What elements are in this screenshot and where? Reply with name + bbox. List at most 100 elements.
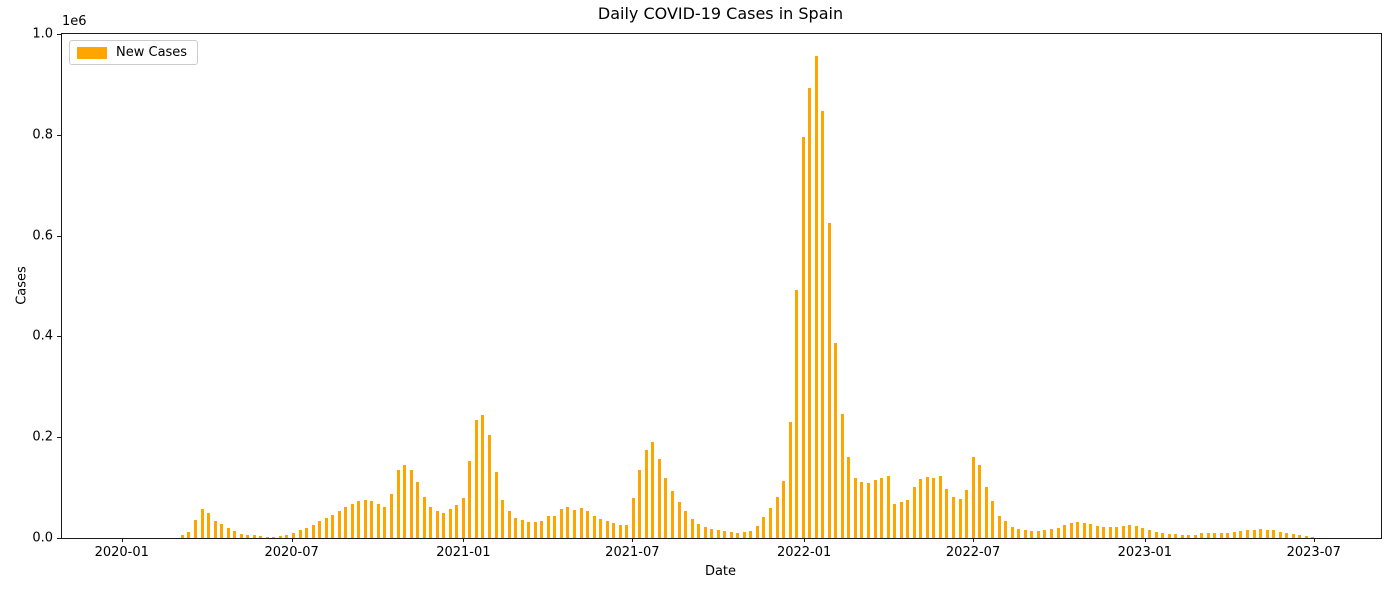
y-axis-label: Cases: [14, 266, 30, 305]
y-tick-label: 0.8: [32, 127, 53, 143]
bar: [1246, 529, 1249, 538]
bar: [1095, 525, 1099, 538]
y-tick-label: 0.2: [32, 429, 53, 445]
bar: [755, 525, 759, 538]
bar: [1200, 533, 1204, 538]
bar: [546, 516, 550, 538]
bar: [821, 110, 825, 538]
bar: [520, 519, 524, 538]
bar: [657, 458, 661, 538]
bar: [710, 528, 714, 538]
bar: [867, 483, 871, 538]
bar: [801, 137, 805, 538]
bar: [664, 478, 668, 538]
bar: [1115, 526, 1119, 538]
bar: [729, 532, 733, 538]
bar: [1161, 533, 1165, 538]
bar: [207, 512, 211, 538]
bar: [1259, 529, 1263, 538]
bar: [762, 517, 766, 538]
bar: [187, 532, 191, 538]
bar: [1298, 534, 1302, 538]
bar: [220, 524, 224, 538]
x-tick-mark: [121, 538, 123, 542]
x-tick-mark: [1313, 538, 1315, 542]
bar: [997, 515, 1001, 538]
bar: [370, 501, 374, 538]
bar: [507, 511, 511, 538]
x-tick-mark: [463, 538, 465, 542]
bar: [899, 501, 903, 538]
bar: [592, 516, 596, 538]
bar: [1206, 532, 1210, 538]
x-tick-mark: [1144, 538, 1146, 542]
bar: [481, 414, 485, 538]
bar: [448, 509, 452, 538]
bar: [1311, 536, 1315, 538]
bar: [795, 290, 799, 538]
bar: [1265, 530, 1269, 538]
bar: [670, 491, 674, 538]
bar: [860, 481, 864, 538]
bar: [991, 500, 995, 538]
x-tick-mark: [804, 538, 806, 542]
bar: [1010, 526, 1014, 538]
bar: [527, 522, 531, 538]
bar: [553, 516, 557, 538]
bar: [690, 518, 694, 538]
x-tick-label: 2022-07: [945, 545, 1001, 560]
bar: [1213, 532, 1217, 538]
bar: [853, 478, 857, 538]
bar: [749, 531, 753, 538]
bar: [1017, 528, 1021, 538]
bar: [925, 476, 929, 538]
bar: [1154, 532, 1158, 538]
bar: [396, 470, 400, 538]
bar: [1291, 533, 1295, 538]
bar: [1102, 526, 1106, 538]
bar: [965, 490, 969, 538]
bar: [468, 460, 472, 538]
bar: [612, 522, 616, 538]
bar: [951, 497, 955, 538]
bar: [1180, 534, 1184, 538]
bar: [971, 456, 975, 538]
bar: [494, 471, 498, 538]
bar: [265, 536, 269, 538]
bar: [605, 520, 609, 538]
bar: [1121, 525, 1125, 538]
bar: [769, 507, 772, 538]
bar: [742, 532, 746, 538]
bar: [403, 464, 407, 538]
bar: [239, 533, 243, 538]
bar: [912, 486, 916, 538]
bar: [435, 511, 439, 538]
bar: [1304, 535, 1308, 538]
x-tick-label: 2021-01: [436, 545, 491, 560]
bar: [272, 536, 276, 538]
bar: [873, 479, 877, 538]
bar: [1219, 533, 1223, 538]
x-tick-label: 2021-07: [605, 545, 660, 560]
bar: [1232, 531, 1236, 538]
bar: [945, 489, 949, 538]
bar: [422, 496, 426, 538]
bar: [919, 479, 923, 538]
bar: [566, 507, 570, 538]
bar: [788, 422, 792, 538]
bar: [533, 522, 537, 538]
bar: [390, 494, 394, 538]
bar: [618, 524, 622, 538]
bar: [1278, 531, 1282, 538]
bar: [226, 527, 230, 538]
bar: [586, 511, 590, 538]
bar: [383, 506, 387, 538]
bar: [1226, 532, 1230, 538]
bar: [259, 535, 263, 538]
bar: [1193, 534, 1197, 538]
y-tick-label: 1.0: [32, 26, 53, 42]
bar: [514, 517, 518, 538]
x-tick-mark: [291, 538, 293, 542]
bar: [200, 508, 204, 538]
